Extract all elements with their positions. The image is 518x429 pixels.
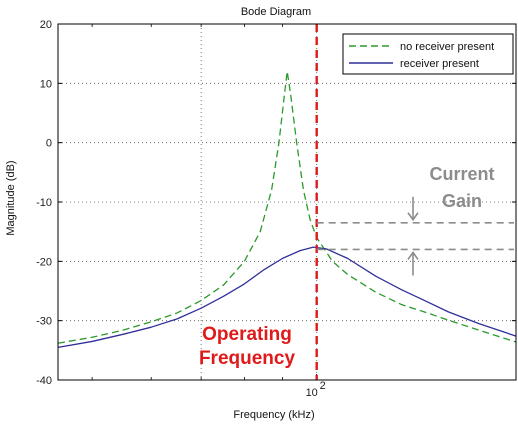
plot-frame	[57, 23, 517, 381]
series-line-no-receiver	[57, 70, 517, 344]
annotation-layer	[315, 24, 514, 380]
legend-entry-label: no receiver present	[400, 41, 494, 53]
operating-frequency-label-line1: Operating	[202, 324, 292, 345]
y-tick-label: -20	[36, 256, 52, 268]
legend-box	[342, 33, 514, 75]
current-gain-label-line1: Current	[429, 164, 494, 184]
y-tick-label: -40	[36, 375, 52, 387]
series-line-receiver	[57, 246, 517, 349]
series-layer	[57, 70, 517, 349]
y-tick-label: 0	[46, 138, 52, 150]
gain-arrow-down-head	[407, 212, 419, 222]
operating-frequency-label-line2: Frequency	[199, 348, 296, 369]
y-axis-label: Magnitude (dB)	[5, 160, 17, 235]
legend-entry-label: receiver present	[400, 58, 479, 70]
y-tick-label: -30	[36, 316, 52, 328]
y-tick-label: 20	[40, 19, 52, 31]
legend: no receiver present receiver present	[342, 33, 514, 75]
x-tick-exponent: 2	[320, 380, 326, 392]
gain-arrow-up-head	[407, 251, 419, 260]
y-tick-label: -10	[36, 197, 52, 209]
grid-lines	[58, 24, 516, 380]
x-axis-label: Frequency (kHz)	[233, 409, 314, 421]
y-tick-label: 10	[40, 78, 52, 90]
x-tick-label: 10	[306, 387, 318, 399]
current-gain-label-line2: Gain	[442, 191, 482, 211]
chart-title: Bode Diagram	[241, 6, 311, 18]
